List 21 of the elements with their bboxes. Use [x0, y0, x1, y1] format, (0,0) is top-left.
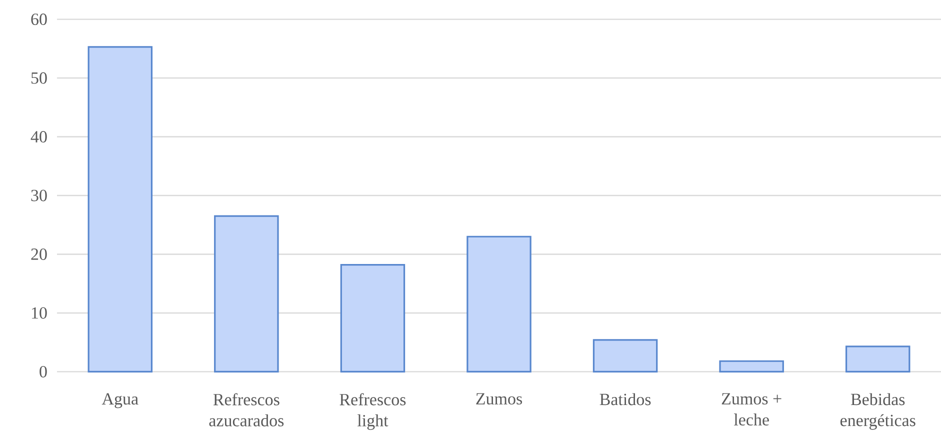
- bar: [845, 346, 910, 372]
- bar: [88, 46, 153, 372]
- x-tick-label: Refrescos light: [340, 393, 406, 430]
- x-tick-label: Agua: [102, 393, 138, 408]
- bar: [592, 339, 658, 372]
- x-tick-label: Zumos + leche: [722, 393, 782, 426]
- y-tick-label: 0: [40, 366, 47, 378]
- y-tick-label: 10: [32, 307, 47, 319]
- y-tick-label: 50: [31, 72, 47, 84]
- y-tick-label: 20: [31, 248, 47, 260]
- bar: [340, 264, 406, 372]
- y-tick-label: 30: [31, 190, 47, 202]
- bar: [214, 215, 279, 372]
- x-tick-label: Refrescos azucarados: [209, 393, 284, 426]
- x-tick-label: Bebidas energéticas: [840, 393, 916, 430]
- x-tick-label: Zumos: [476, 393, 522, 405]
- y-tick-label: 40: [30, 131, 47, 143]
- x-tick-label: Batidos: [600, 393, 651, 406]
- y-tick-label: 60: [31, 14, 47, 26]
- bar: [719, 360, 784, 372]
- bar: [466, 236, 532, 372]
